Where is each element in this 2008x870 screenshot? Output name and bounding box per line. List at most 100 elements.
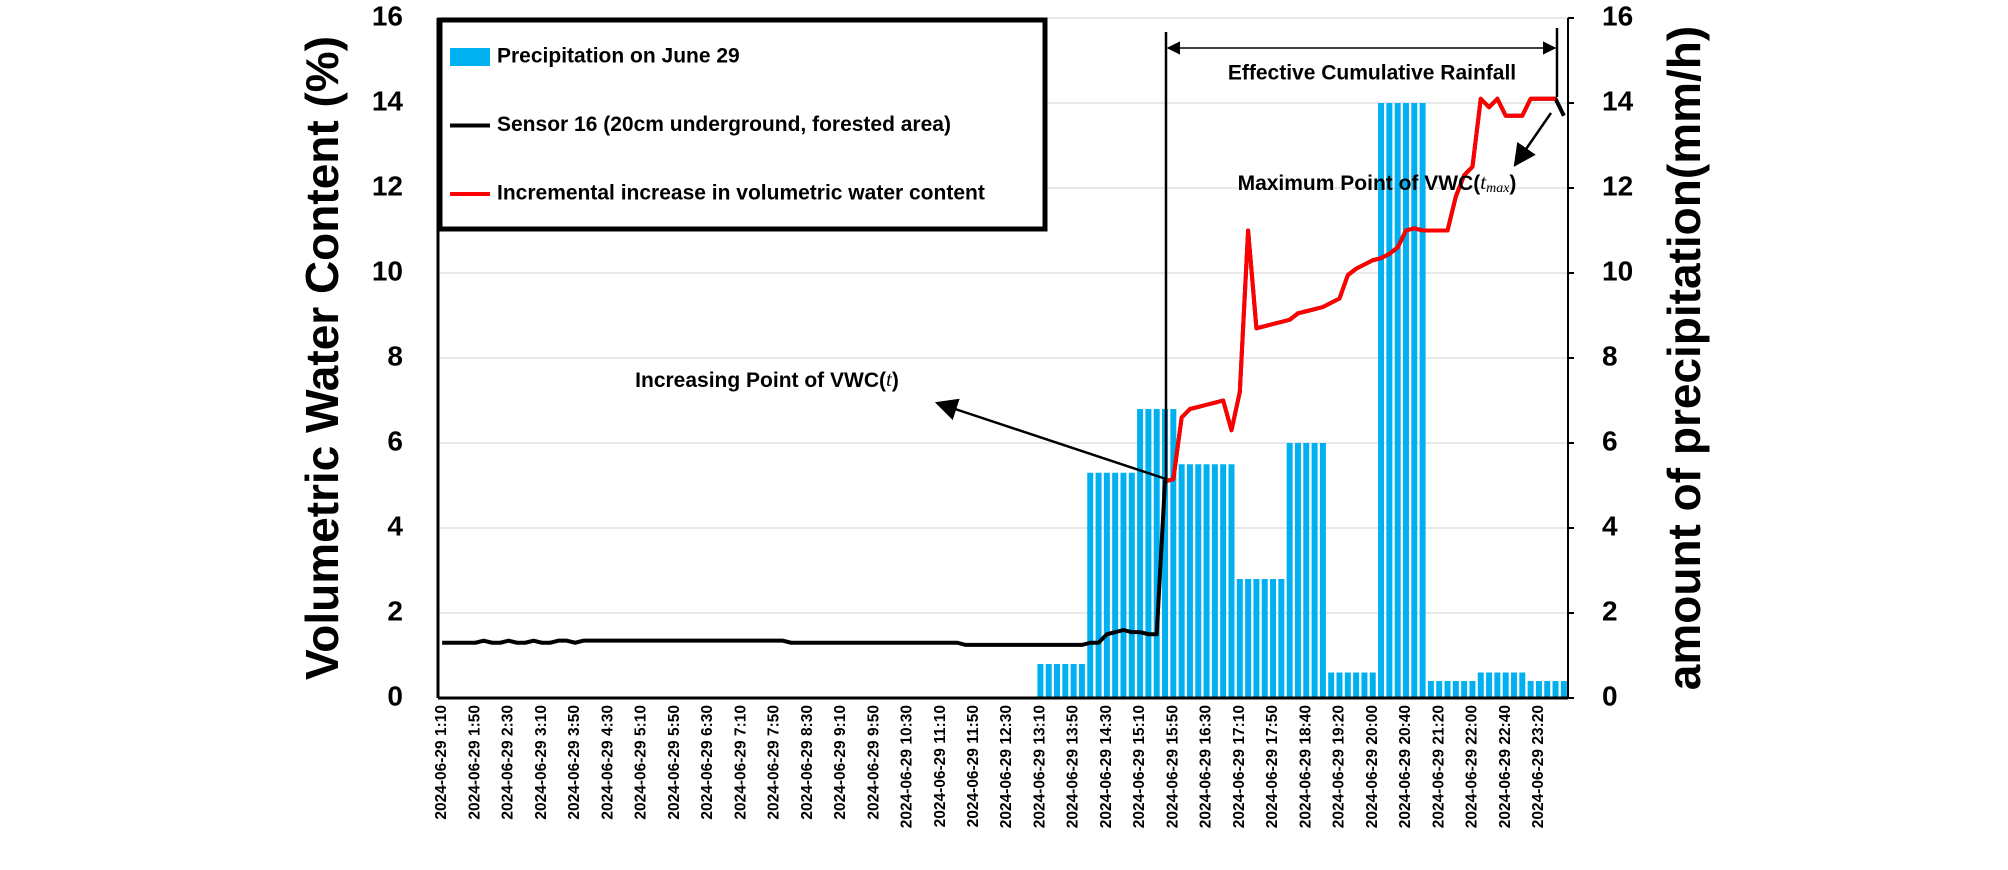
x-tick-label: 2024-06-29 17:10 — [1231, 705, 1248, 828]
bar — [1535, 681, 1542, 698]
x-tick-label: 2024-06-29 2:30 — [500, 705, 517, 820]
bar — [1544, 681, 1551, 698]
x-tick-label: 2024-06-29 5:50 — [666, 705, 683, 820]
x-tick-label: 2024-06-29 21:20 — [1430, 705, 1447, 828]
bar — [1211, 464, 1218, 698]
bar — [1103, 472, 1110, 698]
annotation: Increasing Point of VWC(t) — [635, 367, 899, 392]
bar — [1120, 472, 1127, 698]
annotation-text: Maximum Point of VWC( — [1238, 172, 1481, 195]
x-tick-label: 2024-06-29 9:10 — [832, 705, 849, 820]
legend-label: Sensor 16 (20cm underground, forested ar… — [497, 113, 951, 136]
bar — [1054, 664, 1060, 698]
x-tick-label: 2024-06-29 22:00 — [1464, 705, 1481, 828]
bar — [1353, 672, 1360, 698]
annotation-text: ) — [1509, 172, 1516, 195]
bar — [1145, 409, 1152, 698]
x-tick-label: 2024-06-29 15:50 — [1164, 705, 1181, 828]
bar — [1502, 672, 1509, 698]
bars — [1037, 103, 1567, 698]
y2-tick-label: 0 — [1602, 680, 1618, 711]
bar — [1037, 664, 1044, 698]
bar — [1236, 579, 1243, 698]
bar — [1452, 681, 1459, 698]
y-axis-title: Volumetric Water Content (%) — [296, 36, 348, 680]
x-tick-label: 2024-06-29 13:50 — [1065, 705, 1082, 828]
annotation: Effective Cumulative Rainfall — [1228, 62, 1516, 85]
bar — [1427, 681, 1434, 698]
x-tick-label: 2024-06-29 11:50 — [965, 705, 982, 827]
bar — [1045, 664, 1052, 698]
annotation-arrow — [934, 398, 1167, 481]
bar — [1527, 681, 1534, 698]
x-tick-label: 2024-06-29 1:50 — [466, 705, 483, 820]
annotation-text: Increasing Point of VWC( — [635, 369, 886, 392]
y2-tick-label: 12 — [1602, 170, 1633, 201]
bar — [1311, 443, 1318, 698]
bar — [1278, 579, 1285, 698]
x-tick-label: 2024-06-29 14:30 — [1098, 705, 1115, 828]
bar — [1444, 681, 1451, 698]
y-tick-label: 0 — [387, 680, 403, 711]
bar — [1153, 409, 1160, 698]
y-tick-label: 16 — [372, 0, 403, 31]
bar — [1228, 464, 1235, 698]
y2-tick-label: 8 — [1602, 340, 1618, 371]
bar — [1286, 443, 1293, 698]
bar — [1178, 464, 1185, 698]
bar — [1195, 464, 1202, 698]
bar — [1552, 681, 1559, 698]
x-tick-label: 2024-06-29 22:40 — [1497, 705, 1514, 828]
y-tick-label: 12 — [372, 170, 403, 201]
bar — [1270, 579, 1277, 698]
x-tick-label: 2024-06-29 8:30 — [799, 705, 816, 820]
bar — [1162, 409, 1169, 698]
x-tick-label: 2024-06-29 23:20 — [1530, 705, 1547, 828]
bar — [1386, 103, 1393, 698]
bar — [1419, 103, 1426, 698]
bar — [1344, 672, 1351, 698]
x-tick-label: 2024-06-29 15:10 — [1131, 705, 1148, 828]
bar — [1186, 464, 1193, 698]
x-tick-label: 2024-06-29 12:30 — [998, 705, 1015, 828]
legend-box — [437, 17, 1048, 232]
bar — [1361, 672, 1368, 698]
bar — [1394, 103, 1401, 698]
y2-tick-label: 14 — [1602, 85, 1634, 116]
bar — [1137, 409, 1144, 698]
x-tick-label: 2024-06-29 5:10 — [633, 705, 650, 820]
y2-tick-label: 16 — [1602, 0, 1633, 31]
bar — [1095, 472, 1102, 698]
bar — [1220, 464, 1227, 698]
x-tick-label: 2024-06-29 4:30 — [599, 705, 616, 820]
annotation-text: ) — [892, 369, 899, 392]
x-tick-label: 2024-06-29 3:10 — [533, 705, 550, 820]
bar — [1494, 672, 1501, 698]
axes: 0 2 4 6 8 10 12 14 16 0 2 4 6 8 10 12 14 16 2024-06-29 1:1… — [372, 0, 1634, 828]
legend-label: Incremental increase in volumetric water… — [497, 182, 985, 205]
bar — [1511, 672, 1517, 698]
line — [1164, 96, 1556, 484]
y-tick-label: 14 — [372, 85, 404, 116]
bar — [1461, 681, 1468, 698]
annotations: Effective Cumulative Rainfall Increasing… — [635, 28, 1559, 483]
bar — [1253, 579, 1260, 698]
x-tick-label: 2024-06-29 13:10 — [1031, 705, 1048, 828]
annotation: Maximum Point of VWC(tmax) — [1238, 170, 1517, 196]
bar — [1170, 409, 1177, 698]
annotation-var: t — [886, 367, 893, 391]
annotation-arrow — [1513, 112, 1553, 167]
bar — [1378, 103, 1385, 698]
y-tick-label: 6 — [387, 425, 403, 456]
y2-tick-label: 4 — [1602, 510, 1618, 541]
bar — [1560, 681, 1567, 698]
bar — [1411, 103, 1418, 698]
x-tick-label: 2024-06-29 11:10 — [932, 705, 949, 827]
x-tick-label: 2024-06-29 18:40 — [1297, 705, 1314, 828]
legend: Precipitation on June 29 Sensor 16 (20cm … — [437, 17, 1048, 232]
x-tick-label: 2024-06-29 7:10 — [732, 705, 749, 820]
y-tick-label: 4 — [387, 510, 403, 541]
x-tick-label: 2024-06-29 20:00 — [1364, 705, 1381, 828]
annotation-sub: max — [1486, 181, 1510, 196]
